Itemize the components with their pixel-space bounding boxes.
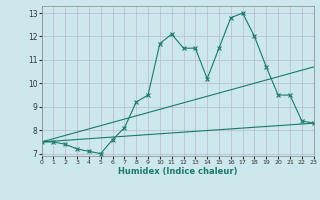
X-axis label: Humidex (Indice chaleur): Humidex (Indice chaleur) (118, 167, 237, 176)
